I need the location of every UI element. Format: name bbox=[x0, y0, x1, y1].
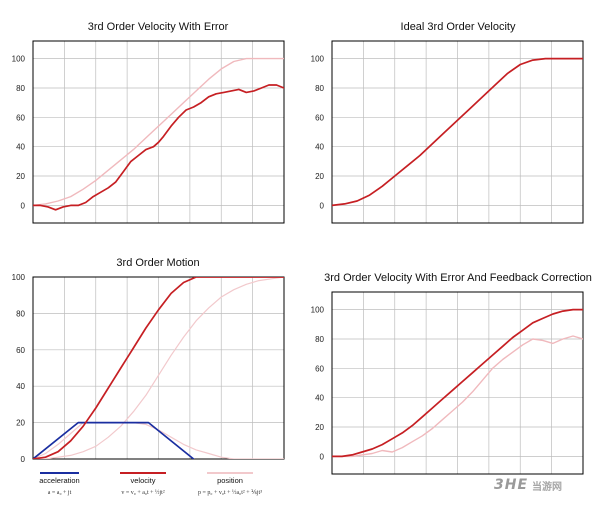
chart-3: 3rd Order Motion 0 20 40 60 80 100 bbox=[12, 257, 285, 464]
series-group bbox=[332, 308, 583, 458]
y-tick-label: 40 bbox=[315, 394, 324, 403]
plot-frame bbox=[331, 40, 584, 224]
watermark-text: 当游网 bbox=[532, 481, 563, 493]
y-tick-label: 40 bbox=[16, 382, 25, 391]
series-line-4 bbox=[33, 277, 284, 459]
y-tick-label: 40 bbox=[315, 143, 324, 152]
y-tick-label: 60 bbox=[16, 346, 25, 355]
series-line-1 bbox=[33, 57, 284, 207]
chart-1: 3rd Order Velocity With Error 0 20 40 60 80 10… bbox=[12, 21, 285, 224]
y-tick-label: 80 bbox=[16, 309, 25, 318]
legend: acceleration a = a₀ + jt velocity v = v₀ + … bbox=[39, 472, 262, 496]
legend-label-position: position bbox=[217, 476, 243, 485]
chart-title: Ideal 3rd Order Velocity bbox=[401, 21, 516, 33]
series-line-1 bbox=[332, 57, 583, 207]
y-tick-label: 20 bbox=[16, 172, 25, 181]
y-tick-label: 60 bbox=[315, 364, 324, 373]
legend-formula-acceleration: a = a₀ + jt bbox=[48, 490, 72, 496]
plot-frame bbox=[32, 276, 285, 460]
y-tick-label: 100 bbox=[12, 55, 26, 64]
legend-formula-velocity: v = v₀ + a₀t + ½jt² bbox=[121, 489, 164, 496]
y-tick-label: 80 bbox=[315, 84, 324, 93]
y-tick-label: 40 bbox=[16, 143, 25, 152]
y-tick-label: 20 bbox=[315, 172, 324, 181]
series-group bbox=[33, 277, 284, 459]
chart-title: 3rd Order Velocity With Error bbox=[88, 21, 229, 33]
legend-label-acceleration: acceleration bbox=[39, 476, 79, 485]
plot-frame bbox=[32, 40, 285, 224]
chart-4: 3rd Order Velocity With Error And Feedba… bbox=[311, 272, 592, 475]
y-tick-label: 80 bbox=[315, 335, 324, 344]
y-tick-label: 100 bbox=[12, 273, 26, 282]
series-line-1 bbox=[33, 277, 284, 459]
series-group bbox=[332, 57, 583, 207]
legend-formula-position: p = p₀ + v₀t + ½a₀t² + ⅙jt³ bbox=[198, 489, 262, 496]
watermark-logo: 3HE 当游网 bbox=[494, 474, 594, 496]
y-tick-label: 0 bbox=[320, 201, 325, 210]
chart-title: 3rd Order Velocity With Error And Feedba… bbox=[324, 272, 592, 284]
y-tick-label: 20 bbox=[315, 423, 324, 432]
watermark-mark: 3HE bbox=[494, 477, 529, 493]
y-tick-label: 20 bbox=[16, 419, 25, 428]
series-group bbox=[33, 57, 284, 211]
series-line-1 bbox=[332, 335, 583, 458]
chart-2: Ideal 3rd Order Velocity 0 20 40 60 80 100 bbox=[311, 21, 584, 224]
y-tick-label: 100 bbox=[311, 306, 325, 315]
legend-label-velocity: velocity bbox=[130, 476, 155, 485]
y-tick-label: 100 bbox=[311, 55, 325, 64]
plot-frame bbox=[331, 291, 584, 475]
y-tick-label: 80 bbox=[16, 84, 25, 93]
y-tick-label: 60 bbox=[16, 113, 25, 122]
series-line-3 bbox=[33, 421, 195, 459]
y-tick-label: 0 bbox=[320, 452, 325, 461]
series-line-2 bbox=[332, 308, 583, 458]
y-tick-label: 0 bbox=[21, 201, 26, 210]
y-tick-label: 0 bbox=[21, 455, 26, 464]
y-tick-label: 60 bbox=[315, 113, 324, 122]
chart-title: 3rd Order Motion bbox=[116, 257, 199, 269]
series-line-2 bbox=[33, 84, 284, 211]
